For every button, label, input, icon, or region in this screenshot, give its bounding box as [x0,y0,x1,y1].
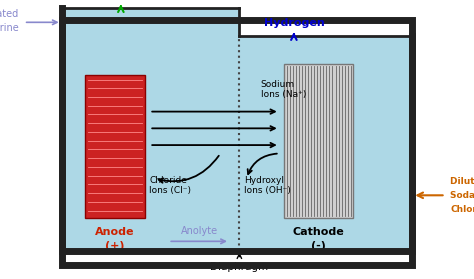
Bar [62,8,239,36]
Text: Hydroxyl
Ions (OH⁻): Hydroxyl Ions (OH⁻) [244,176,291,195]
Text: Diaphragm: Diaphragm [210,262,268,272]
Text: Hydrogen: Hydrogen [264,18,324,28]
Bar [284,64,353,218]
Text: Chloride
Ions (Cl⁻): Chloride Ions (Cl⁻) [149,176,191,195]
Text: Chloride: Chloride [450,205,474,214]
Text: (-): (-) [311,240,326,251]
Text: Cathode: Cathode [293,227,345,237]
Text: Sodium
Ions (Na⁺): Sodium Ions (Na⁺) [261,80,306,99]
Text: Brine: Brine [0,23,19,33]
Text: Soda and Sodium: Soda and Sodium [450,191,474,200]
Bar [85,75,145,218]
Bar [62,20,412,265]
Text: Saturated: Saturated [0,9,19,19]
Text: Anode: Anode [95,227,135,237]
Text: (+): (+) [105,240,125,251]
Bar [62,36,412,251]
Text: Anolyte: Anolyte [181,226,218,236]
Text: Dilute Caustic: Dilute Caustic [450,177,474,186]
